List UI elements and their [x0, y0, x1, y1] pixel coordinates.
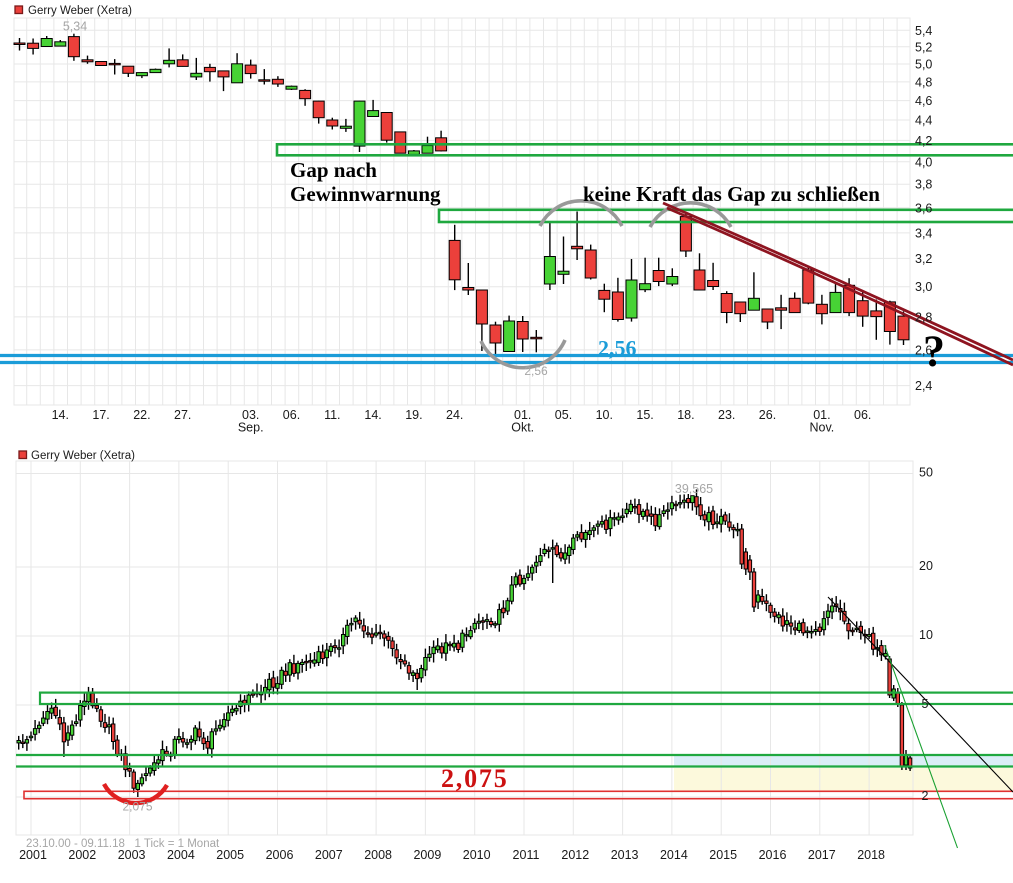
svg-text:01.: 01. [514, 408, 531, 422]
svg-text:06.: 06. [283, 408, 300, 422]
svg-text:23.10.00 - 09.11.18 1 Tick =: 23.10.00 - 09.11.18 1 Tick = 1 Monat [26, 838, 220, 850]
svg-text:2005: 2005 [216, 848, 244, 862]
svg-text:05.: 05. [555, 408, 572, 422]
svg-text:06.: 06. [854, 408, 871, 422]
svg-text:keine Kraft das Gap zu schließ: keine Kraft das Gap zu schließen [583, 182, 880, 206]
svg-text:50: 50 [919, 466, 933, 480]
svg-text:27.: 27. [174, 408, 191, 422]
svg-text:17.: 17. [92, 408, 109, 422]
svg-text:10.: 10. [596, 408, 613, 422]
svg-text:14.: 14. [364, 408, 381, 422]
svg-text:2,6: 2,6 [915, 343, 932, 357]
svg-text:19.: 19. [405, 408, 422, 422]
svg-text:39,565: 39,565 [675, 482, 713, 496]
svg-text:15.: 15. [636, 408, 653, 422]
svg-text:03.: 03. [242, 408, 259, 422]
svg-text:Gerry Weber (Xetra): Gerry Weber (Xetra) [28, 5, 132, 17]
svg-text:3,2: 3,2 [915, 252, 932, 266]
svg-text:3,4: 3,4 [915, 226, 932, 240]
svg-text:2002: 2002 [68, 848, 96, 862]
svg-text:Gerry Weber (Xetra): Gerry Weber (Xetra) [31, 450, 135, 462]
svg-text:Gewinnwarnung: Gewinnwarnung [290, 182, 441, 206]
svg-text:Sep.: Sep. [238, 421, 264, 435]
svg-text:2006: 2006 [266, 848, 294, 862]
svg-text:2013: 2013 [611, 848, 639, 862]
svg-text:4,4: 4,4 [915, 114, 932, 128]
svg-text:2,075: 2,075 [441, 764, 509, 793]
svg-text:2,8: 2,8 [915, 310, 932, 324]
svg-text:2015: 2015 [709, 848, 737, 862]
svg-text:Okt.: Okt. [511, 421, 534, 435]
svg-text:4,8: 4,8 [915, 75, 932, 89]
svg-text:2018: 2018 [857, 848, 885, 862]
svg-text:3,8: 3,8 [915, 178, 932, 192]
svg-text:23.: 23. [718, 408, 735, 422]
svg-text:2003: 2003 [118, 848, 146, 862]
svg-text:2009: 2009 [413, 848, 441, 862]
svg-text:2,56: 2,56 [598, 336, 637, 361]
svg-text:2,075: 2,075 [122, 800, 152, 814]
svg-text:10: 10 [919, 628, 933, 642]
svg-text:5,0: 5,0 [915, 58, 932, 72]
svg-text:2004: 2004 [167, 848, 195, 862]
svg-text:01.: 01. [813, 408, 830, 422]
svg-text:26.: 26. [759, 408, 776, 422]
svg-text:5,2: 5,2 [915, 40, 932, 54]
svg-text:2016: 2016 [759, 848, 787, 862]
svg-text:11.: 11. [324, 408, 340, 422]
svg-text:2017: 2017 [808, 848, 836, 862]
svg-text:5: 5 [922, 697, 929, 711]
svg-text:Gap nach: Gap nach [290, 158, 377, 182]
svg-text:2010: 2010 [463, 848, 491, 862]
svg-text:2,56: 2,56 [524, 364, 548, 378]
svg-text:24.: 24. [446, 408, 463, 422]
svg-text:2014: 2014 [660, 848, 688, 862]
svg-text:14.: 14. [52, 408, 69, 422]
svg-text:2008: 2008 [364, 848, 392, 862]
svg-text:2011: 2011 [513, 848, 540, 862]
svg-text:2,4: 2,4 [915, 379, 932, 393]
svg-text:4,0: 4,0 [915, 155, 932, 169]
svg-text:5,4: 5,4 [915, 24, 932, 38]
svg-text:3,6: 3,6 [915, 201, 932, 215]
svg-text:18.: 18. [677, 408, 694, 422]
svg-text:4,6: 4,6 [915, 94, 932, 108]
svg-text:2012: 2012 [561, 848, 589, 862]
svg-text:2001: 2001 [19, 848, 47, 862]
svg-text:2007: 2007 [315, 848, 343, 862]
svg-text:2: 2 [922, 789, 929, 803]
svg-text:?: ? [923, 327, 945, 376]
svg-text:5,34: 5,34 [63, 20, 87, 34]
svg-text:4,2: 4,2 [915, 134, 932, 148]
svg-text:20: 20 [919, 559, 933, 573]
svg-text:22.: 22. [133, 408, 150, 422]
svg-text:Nov.: Nov. [810, 421, 835, 435]
svg-text:3,0: 3,0 [915, 280, 932, 294]
